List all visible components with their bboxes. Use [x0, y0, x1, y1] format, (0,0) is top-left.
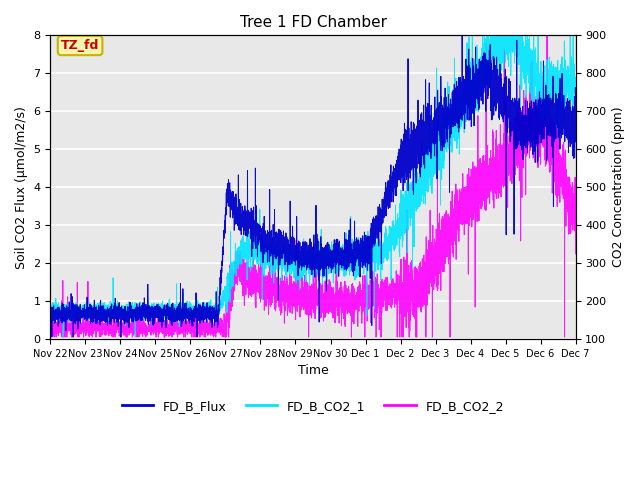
- X-axis label: Time: Time: [298, 364, 328, 377]
- Text: TZ_fd: TZ_fd: [61, 39, 99, 52]
- Y-axis label: Soil CO2 Flux (μmol/m2/s): Soil CO2 Flux (μmol/m2/s): [15, 106, 28, 269]
- Y-axis label: CO2 Concentration (ppm): CO2 Concentration (ppm): [612, 107, 625, 267]
- Title: Tree 1 FD Chamber: Tree 1 FD Chamber: [239, 15, 387, 30]
- Legend: FD_B_Flux, FD_B_CO2_1, FD_B_CO2_2: FD_B_Flux, FD_B_CO2_1, FD_B_CO2_2: [117, 395, 509, 418]
